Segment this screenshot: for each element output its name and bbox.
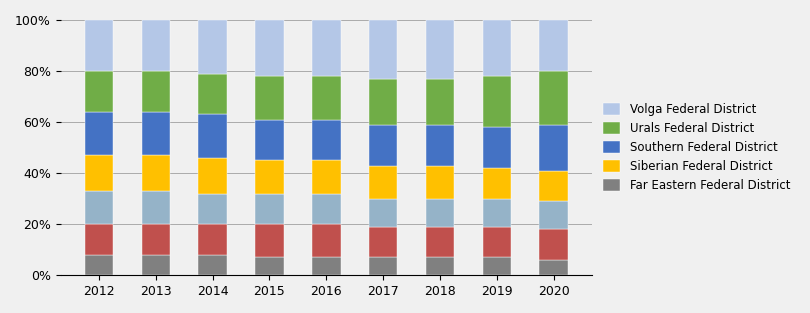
Bar	[426, 166, 454, 199]
Bar	[483, 199, 511, 227]
Bar	[312, 20, 340, 76]
Bar	[85, 191, 113, 224]
Bar	[142, 191, 170, 224]
Bar	[85, 224, 113, 255]
Bar	[426, 125, 454, 166]
Bar	[369, 227, 398, 257]
Bar	[483, 257, 511, 275]
Bar	[198, 224, 227, 255]
Bar	[198, 158, 227, 193]
Bar	[312, 257, 340, 275]
Bar	[312, 193, 340, 224]
Bar	[483, 20, 511, 76]
Bar	[312, 224, 340, 257]
Bar	[369, 166, 398, 199]
Bar	[539, 71, 568, 125]
Bar	[198, 255, 227, 275]
Bar	[539, 201, 568, 229]
Bar	[539, 260, 568, 275]
Bar	[426, 199, 454, 227]
Bar	[312, 76, 340, 120]
Bar	[142, 155, 170, 191]
Bar	[539, 20, 568, 71]
Bar	[539, 171, 568, 201]
Bar	[255, 193, 284, 224]
Bar	[426, 227, 454, 257]
Bar	[369, 20, 398, 79]
Bar	[255, 224, 284, 257]
Bar	[483, 76, 511, 127]
Bar	[255, 257, 284, 275]
Bar	[312, 160, 340, 193]
Bar	[85, 71, 113, 112]
Bar	[198, 74, 227, 115]
Bar	[198, 193, 227, 224]
Bar	[85, 255, 113, 275]
Bar	[255, 160, 284, 193]
Bar	[85, 112, 113, 155]
Bar	[85, 20, 113, 71]
Bar	[483, 127, 511, 168]
Bar	[198, 115, 227, 158]
Bar	[539, 125, 568, 171]
Bar	[198, 20, 227, 74]
Bar	[255, 120, 284, 160]
Bar	[255, 76, 284, 120]
Bar	[85, 155, 113, 191]
Bar	[426, 20, 454, 79]
Bar	[255, 20, 284, 76]
Bar	[142, 255, 170, 275]
Bar	[426, 257, 454, 275]
Bar	[312, 120, 340, 160]
Bar	[369, 125, 398, 166]
Bar	[142, 71, 170, 112]
Bar	[369, 257, 398, 275]
Bar	[483, 227, 511, 257]
Bar	[483, 168, 511, 199]
Bar	[142, 20, 170, 71]
Bar	[426, 79, 454, 125]
Legend: Volga Federal District, Urals Federal District, Southern Federal District, Siber: Volga Federal District, Urals Federal Di…	[598, 99, 795, 197]
Bar	[142, 224, 170, 255]
Bar	[142, 112, 170, 155]
Bar	[539, 229, 568, 260]
Bar	[369, 79, 398, 125]
Bar	[369, 199, 398, 227]
